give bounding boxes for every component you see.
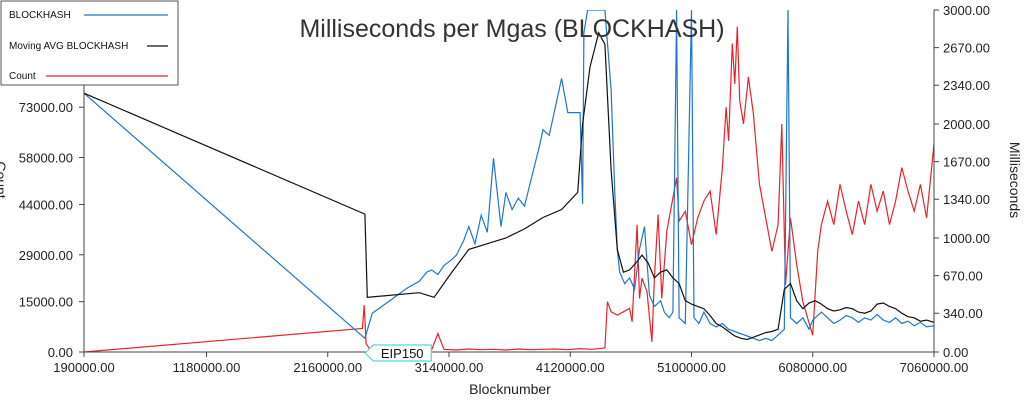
y-left-tick-label: 44000.00 — [19, 197, 73, 212]
y-right-tick-label: 1670.00 — [943, 155, 990, 170]
y-left-axis-title: Count — [0, 161, 9, 198]
series-line-blockhash — [84, 10, 934, 342]
y-left-tick-label: 73000.00 — [19, 100, 73, 115]
series-line-moving-avg — [84, 31, 934, 341]
x-tick-label: 4120000.00 — [536, 360, 605, 375]
x-tick-label: 7060000.00 — [900, 360, 969, 375]
legend-label-moving-avg: Moving AVG BLOCKHASH — [9, 41, 128, 52]
x-tick-label: 2160000.00 — [293, 360, 362, 375]
y-right-axis-title: Milliseconds — [1007, 142, 1023, 218]
chart-title: Milliseconds per Mgas (BLOCKHASH) — [299, 15, 724, 43]
y-right-tick-label: 670.00 — [943, 269, 983, 284]
y-right-tick-label: 3000.00 — [943, 3, 990, 18]
x-tick-label: 3140000.00 — [415, 360, 484, 375]
series-line-count — [84, 26, 934, 352]
y-right-tick-label: 2670.00 — [943, 41, 990, 56]
x-tick-label: 1180000.00 — [173, 360, 241, 375]
y-right-tick-label: 0.00 — [943, 345, 968, 360]
y-right-tick-label: 2000.00 — [943, 117, 990, 132]
y-right-tick-label: 2340.00 — [943, 78, 990, 93]
x-tick-label: 6080000.00 — [778, 360, 847, 375]
series-layer — [84, 10, 934, 352]
y-left-tick-label: 29000.00 — [19, 248, 73, 263]
x-axis-title: Blocknumber — [469, 381, 551, 397]
y-right-tick-label: 340.00 — [943, 306, 983, 321]
annotation-callout — [364, 344, 432, 362]
legend-label-count: Count — [9, 71, 36, 82]
annotation-layer: EIP150 — [364, 344, 432, 362]
x-tick-label: 190000.00 — [53, 360, 114, 375]
y-right-tick-label: 1000.00 — [943, 231, 990, 246]
annotation-label: EIP150 — [381, 346, 424, 361]
legend-label-blockhash: BLOCKHASH — [9, 10, 71, 21]
y-left-tick-label: 0.00 — [48, 345, 73, 360]
y-right-tick-label: 1340.00 — [943, 192, 990, 207]
y-left-tick-label: 58000.00 — [19, 151, 73, 166]
y-left-tick-label: 15000.00 — [19, 295, 73, 310]
legend: BLOCKHASH Moving AVG BLOCKHASH Count — [0, 0, 179, 86]
x-tick-label: 5100000.00 — [657, 360, 726, 375]
